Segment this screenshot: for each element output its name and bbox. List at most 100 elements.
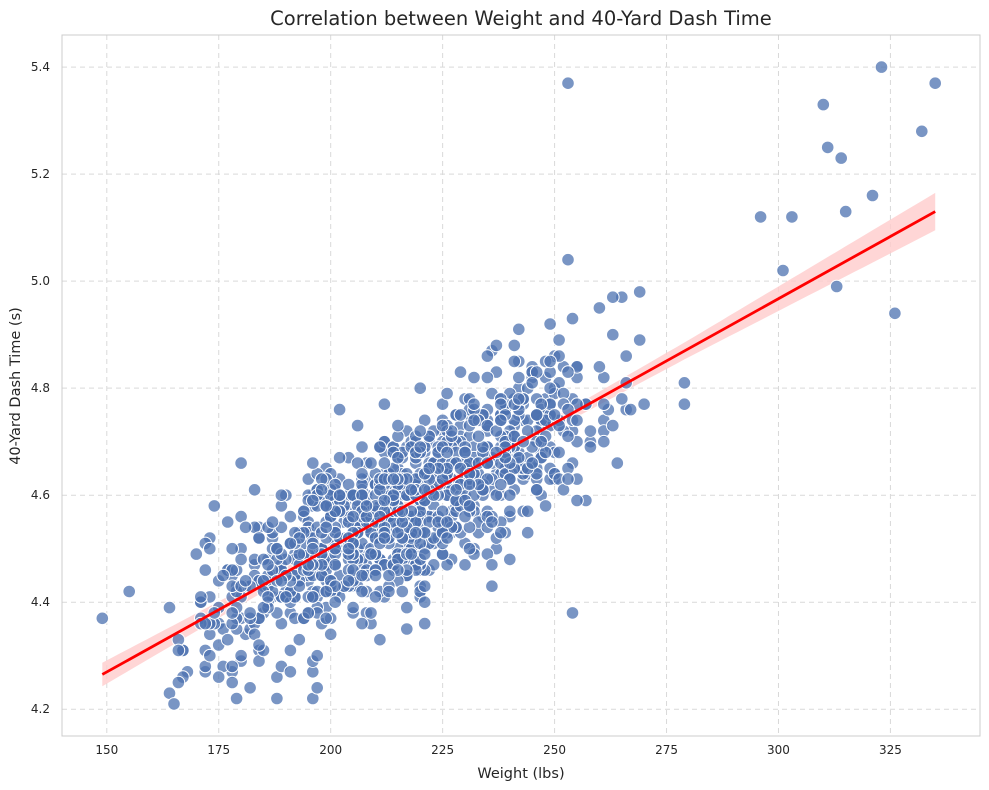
data-point	[494, 477, 508, 492]
data-point	[503, 488, 517, 503]
x-tick-label: 200	[319, 743, 342, 757]
data-point	[525, 376, 540, 390]
data-point	[319, 520, 334, 535]
data-point	[400, 600, 414, 615]
data-point	[252, 531, 266, 545]
data-point	[297, 504, 311, 519]
data-point	[865, 188, 880, 203]
data-point	[373, 440, 387, 454]
data-point	[512, 322, 526, 337]
data-point	[606, 327, 620, 342]
data-point	[95, 611, 110, 626]
data-point	[525, 456, 540, 470]
data-point	[471, 429, 486, 444]
data-point	[561, 429, 575, 444]
data-point	[238, 520, 253, 535]
data-point	[485, 558, 499, 572]
data-point	[306, 493, 320, 508]
y-tick-label: 4.2	[31, 702, 50, 716]
data-point	[355, 440, 369, 454]
data-point	[888, 306, 902, 321]
data-point	[355, 616, 369, 631]
data-point	[529, 483, 544, 497]
data-point	[386, 472, 401, 486]
data-point	[592, 301, 607, 315]
data-point	[776, 263, 790, 278]
data-point	[261, 558, 275, 572]
data-point	[753, 210, 768, 224]
regression-line-layer	[101, 210, 936, 676]
data-point	[229, 691, 244, 706]
data-point	[561, 472, 575, 486]
data-point	[364, 547, 378, 561]
data-point	[583, 424, 598, 438]
data-point	[355, 584, 369, 599]
data-point	[543, 381, 557, 396]
data-point	[283, 665, 298, 679]
data-point	[458, 445, 472, 460]
data-point	[467, 370, 481, 385]
data-point	[220, 632, 235, 647]
data-point	[615, 392, 629, 406]
data-point	[619, 349, 634, 363]
data-point	[279, 590, 293, 604]
data-point	[270, 691, 284, 706]
data-point	[216, 568, 230, 583]
y-axis-ticks: 4.2 4.4 4.6 4.8 5.0 5.2 5.4	[31, 60, 50, 716]
data-point	[203, 541, 217, 556]
data-point	[319, 499, 334, 513]
data-point	[485, 515, 499, 529]
data-point	[417, 595, 432, 610]
data-point	[373, 632, 387, 647]
data-point	[167, 697, 181, 711]
data-point	[413, 381, 428, 396]
data-point	[543, 354, 557, 369]
data-point	[234, 456, 248, 470]
data-point	[270, 541, 284, 556]
data-point	[570, 413, 584, 428]
data-point	[225, 541, 239, 556]
data-point	[377, 531, 392, 545]
data-point	[417, 579, 432, 594]
data-point	[261, 590, 275, 604]
data-point	[561, 76, 575, 90]
data-point	[485, 579, 499, 594]
data-point	[413, 424, 428, 438]
data-point	[404, 483, 419, 497]
data-point	[203, 648, 217, 663]
y-tick-label: 5.2	[31, 167, 50, 181]
data-point	[534, 434, 549, 449]
data-point	[355, 467, 369, 481]
data-point	[306, 541, 320, 556]
data-point	[368, 568, 383, 583]
data-point	[346, 600, 360, 615]
data-point	[171, 643, 186, 658]
data-point	[529, 408, 544, 422]
data-point	[341, 541, 356, 556]
data-point	[306, 590, 320, 604]
y-axis-title: 40-Yard Dash Time (s)	[8, 307, 24, 465]
x-tick-label: 175	[207, 743, 230, 757]
data-point	[409, 525, 423, 540]
data-point	[225, 606, 239, 620]
data-point	[359, 499, 374, 513]
data-point	[198, 563, 213, 577]
data-point	[355, 568, 369, 583]
regression-line	[101, 210, 936, 676]
data-point	[538, 499, 553, 513]
data-point	[435, 418, 450, 433]
data-point	[364, 606, 378, 620]
y-tick-label: 5.4	[31, 60, 50, 74]
x-tick-label: 225	[431, 743, 454, 757]
data-point	[561, 252, 575, 267]
plot-border	[61, 34, 981, 737]
data-point	[606, 418, 620, 433]
data-point	[274, 488, 289, 503]
data-point	[480, 349, 495, 363]
data-point	[323, 627, 338, 642]
data-point	[637, 397, 651, 412]
data-point	[341, 574, 356, 588]
data-point	[368, 590, 383, 604]
data-point	[520, 525, 535, 540]
data-point	[417, 547, 432, 561]
